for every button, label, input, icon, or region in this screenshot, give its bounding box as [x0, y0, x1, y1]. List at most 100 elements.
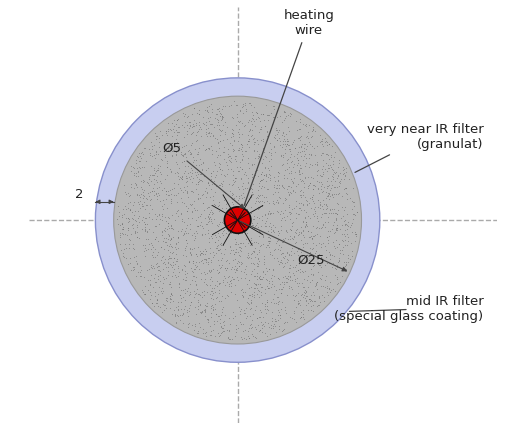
Point	[328, 190, 337, 197]
Point	[340, 233, 349, 240]
Point	[188, 187, 196, 194]
Point	[167, 127, 176, 133]
Point	[229, 275, 237, 282]
Point	[259, 194, 268, 201]
Point	[193, 109, 201, 116]
Point	[311, 210, 319, 216]
Point	[164, 128, 173, 135]
Point	[148, 205, 156, 212]
Point	[261, 164, 269, 170]
Point	[236, 252, 244, 259]
Point	[191, 132, 200, 139]
Point	[266, 139, 275, 146]
Point	[300, 239, 309, 246]
Point	[158, 187, 166, 194]
Point	[219, 113, 227, 120]
Point	[186, 245, 194, 251]
Point	[183, 287, 191, 294]
Point	[132, 273, 140, 280]
Point	[215, 233, 223, 240]
Point	[289, 186, 297, 193]
Point	[218, 116, 226, 123]
Point	[228, 141, 236, 148]
Point	[322, 273, 330, 279]
Point	[199, 256, 208, 263]
Point	[301, 193, 309, 200]
Point	[265, 240, 273, 247]
Point	[331, 245, 339, 252]
Point	[216, 219, 224, 225]
Point	[280, 237, 288, 244]
Point	[167, 290, 175, 297]
Point	[259, 259, 268, 265]
Point	[303, 143, 311, 150]
Point	[255, 227, 264, 234]
Point	[225, 222, 233, 229]
Point	[236, 219, 245, 226]
Point	[226, 140, 235, 147]
Point	[292, 118, 301, 124]
Point	[167, 273, 176, 279]
Point	[290, 272, 298, 279]
Point	[250, 103, 259, 110]
Point	[178, 173, 186, 180]
Point	[181, 303, 189, 310]
Point	[313, 285, 321, 292]
Point	[281, 234, 289, 241]
Point	[157, 257, 166, 264]
Point	[166, 144, 175, 151]
Point	[158, 266, 167, 273]
Point	[329, 170, 338, 177]
Point	[202, 185, 210, 192]
Point	[183, 114, 191, 121]
Point	[207, 176, 215, 183]
Point	[286, 112, 295, 119]
Point	[235, 194, 244, 201]
Point	[349, 216, 358, 222]
Point	[166, 299, 174, 306]
Point	[230, 178, 238, 185]
Point	[301, 163, 309, 170]
Point	[254, 113, 262, 120]
Point	[236, 117, 244, 124]
Point	[295, 210, 303, 217]
Point	[307, 270, 316, 277]
Point	[285, 127, 293, 134]
Point	[248, 293, 257, 299]
Point	[251, 280, 259, 287]
Point	[297, 206, 306, 213]
Point	[228, 264, 237, 271]
Point	[301, 295, 309, 302]
Point	[293, 150, 301, 157]
Point	[130, 212, 138, 219]
Point	[273, 130, 281, 137]
Point	[194, 195, 202, 202]
Point	[248, 248, 257, 255]
Point	[321, 139, 329, 146]
Point	[241, 148, 249, 155]
Point	[217, 127, 226, 134]
Point	[186, 289, 195, 296]
Point	[254, 280, 262, 287]
Point	[245, 277, 253, 284]
Point	[151, 254, 159, 261]
Point	[196, 222, 204, 229]
Point	[258, 198, 267, 204]
Point	[154, 266, 162, 273]
Point	[156, 272, 165, 279]
Point	[294, 298, 302, 305]
Point	[278, 210, 287, 217]
Point	[285, 269, 293, 276]
Point	[228, 114, 236, 121]
Point	[204, 316, 212, 322]
Point	[289, 263, 297, 270]
Point	[171, 159, 180, 166]
Point	[159, 184, 168, 191]
Point	[158, 300, 167, 307]
Point	[265, 222, 273, 229]
Point	[250, 279, 258, 286]
Point	[265, 279, 274, 286]
Point	[141, 201, 150, 208]
Point	[186, 291, 195, 298]
Point	[189, 175, 197, 181]
